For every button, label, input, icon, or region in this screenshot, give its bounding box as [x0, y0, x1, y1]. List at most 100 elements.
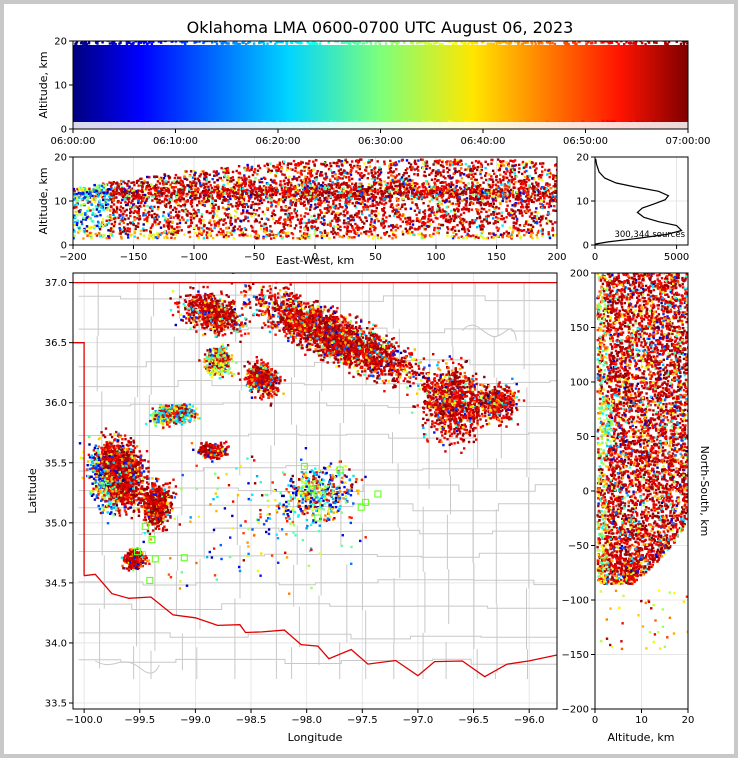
east-west-source [146, 204, 149, 208]
east-west-source [311, 174, 314, 177]
east-west-source [483, 218, 486, 221]
east-west-source [511, 169, 515, 172]
east-west-source [185, 178, 189, 181]
east-west-source [289, 186, 292, 190]
east-west-source [500, 214, 503, 218]
east-west-source [344, 159, 347, 162]
east-west-source [313, 225, 316, 228]
east-west-source [422, 223, 426, 227]
time-height-source [436, 41, 439, 45]
east-west-source [330, 230, 333, 234]
east-west-source [202, 197, 206, 200]
east-west-source [465, 188, 468, 191]
east-west-source [319, 172, 322, 176]
east-west-source [412, 233, 415, 236]
east-west-source [220, 187, 223, 190]
east-west-source [337, 159, 340, 162]
east-west-source [158, 198, 161, 202]
east-west-source [121, 213, 124, 216]
east-west-source [531, 192, 534, 195]
time-height-y-tick-label: 0 [61, 125, 67, 136]
time-height-source [279, 41, 283, 44]
time-height-source [585, 42, 588, 45]
east-west-source [197, 228, 200, 231]
east-west-source [469, 197, 472, 200]
east-west-source [155, 175, 159, 178]
east-west-source [382, 226, 385, 229]
east-west-source [86, 197, 89, 200]
east-west-source [511, 191, 514, 194]
east-west-source [477, 160, 481, 163]
east-west-source [384, 195, 388, 198]
east-west-source [499, 179, 502, 183]
east-west-source [190, 194, 193, 197]
east-west-source [398, 191, 401, 195]
east-west-source [439, 172, 442, 176]
east-west-source [346, 225, 349, 228]
east-west-source [296, 218, 300, 221]
east-west-source [193, 194, 196, 197]
east-west-source [387, 195, 390, 198]
time-height-source [378, 42, 381, 46]
east-west-source [472, 197, 475, 200]
east-west-source [221, 195, 224, 199]
east-west-source [324, 191, 327, 195]
east-west-source [254, 218, 258, 221]
east-west-source [498, 168, 501, 172]
east-west-source [284, 212, 287, 216]
time-height-source [198, 41, 201, 43]
east-west-source [413, 161, 416, 164]
east-west-source [238, 182, 241, 185]
east-west-source [294, 169, 297, 173]
east-west-source [366, 190, 369, 193]
east-west-source [191, 198, 194, 201]
east-west-source [84, 218, 87, 221]
east-west-source [84, 193, 88, 197]
time-height-source [355, 119, 358, 123]
east-west-source [433, 181, 436, 184]
east-west-source [251, 201, 254, 204]
east-west-source [241, 178, 244, 181]
east-west-source [365, 188, 368, 191]
east-west-source [194, 188, 197, 191]
time-height-source [380, 120, 383, 123]
time-height-source [466, 43, 470, 46]
east-west-source [198, 196, 201, 200]
east-west-source [314, 159, 318, 162]
east-west-source [452, 172, 455, 175]
east-west-source [195, 212, 198, 215]
time-height-source-band [73, 45, 688, 129]
east-west-source [317, 198, 320, 202]
east-west-source [143, 218, 146, 221]
east-west-source [432, 187, 436, 190]
east-west-source [448, 194, 452, 197]
east-west-source [210, 188, 213, 192]
east-west-source [133, 183, 136, 187]
east-west-source [413, 227, 417, 231]
time-height-source [446, 41, 449, 43]
east-west-source [383, 211, 387, 214]
east-west-source [204, 188, 208, 192]
east-west-source [232, 178, 235, 182]
east-west-source [301, 236, 305, 239]
time-height-source [349, 120, 352, 123]
time-height-source [620, 41, 623, 43]
east-west-source [153, 218, 156, 222]
time-height-source [397, 41, 400, 44]
east-west-source [225, 208, 229, 211]
time-height-source [635, 41, 638, 44]
east-west-source [517, 232, 521, 235]
east-west-source [424, 174, 427, 178]
east-west-source [214, 171, 218, 174]
east-west-source [336, 211, 339, 215]
east-west-source [274, 205, 278, 208]
east-west-source [255, 209, 259, 212]
time-height-source [269, 41, 272, 44]
time-height-source [504, 120, 507, 123]
east-west-source [454, 229, 457, 232]
east-west-source [415, 189, 419, 192]
east-west-source [222, 231, 225, 235]
time-height-source [492, 42, 495, 45]
east-west-source [523, 166, 526, 169]
east-west-source [429, 189, 432, 192]
